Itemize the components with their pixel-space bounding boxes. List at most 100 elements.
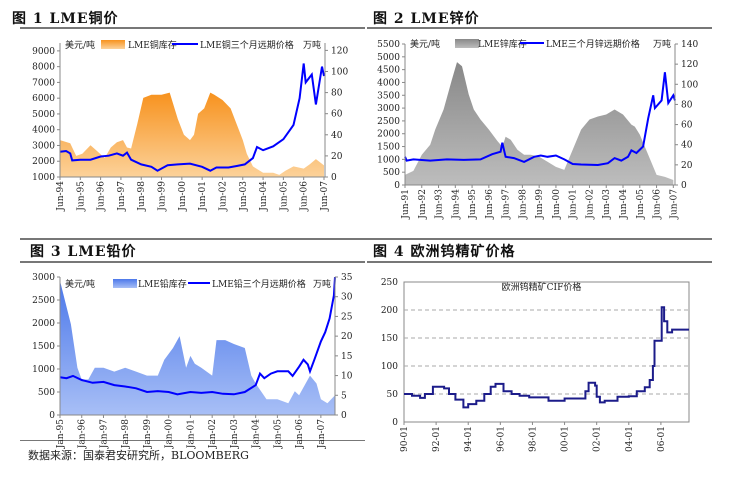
x-tick-label: Jun-99 (535, 189, 545, 220)
x-tick-label: Jun-97 (117, 181, 127, 212)
right-tick-label: 25 (341, 312, 353, 322)
right-tick-label: 20 (331, 152, 343, 162)
left-tick-label: 2000 (32, 319, 55, 329)
right-tick-label: 80 (681, 100, 693, 110)
figure-1-title: 图 1 LME铜价 (12, 11, 119, 27)
x-tick-label: Jun-06 (300, 181, 310, 212)
legend-label-price: LME铅三个月远期价格 (212, 278, 306, 290)
x-tick-label: 96-01 (496, 426, 506, 452)
x-tick-label: 98-01 (528, 426, 538, 452)
right-tick-label: 140 (681, 40, 698, 50)
x-tick-label: Jun-01 (569, 189, 579, 220)
legend-label-price: LME铜三个月远期价格 (200, 39, 294, 51)
data-source-footer: 数据来源：国泰君安研究所，BLOOMBERG (28, 449, 249, 462)
right-tick-label: 35 (341, 273, 353, 283)
x-tick-label: Jun-04 (619, 189, 629, 220)
inventory-area (60, 280, 335, 415)
footer-divider (20, 440, 365, 441)
x-tick-label: 90-01 (400, 426, 410, 452)
divider (20, 261, 365, 263)
x-tick-label: 92-01 (432, 426, 442, 452)
figure-4-title: 图 4 欧洲钨精矿价格 (373, 244, 516, 260)
right-tick-label: 0 (341, 411, 347, 421)
left-tick-label: 4000 (377, 78, 400, 88)
x-tick-label: Jun-02 (585, 189, 595, 220)
legend-area-swatch (455, 39, 479, 48)
y-tick-label: 0 (392, 418, 398, 428)
x-tick-label: Jun-07 (669, 189, 679, 220)
legend-label-price: LME三个月锌远期价格 (546, 38, 640, 50)
left-tick-label: 1000 (32, 365, 55, 375)
tungsten-price-line (404, 306, 689, 409)
right-tick-label: 20 (681, 161, 693, 171)
left-tick-label: 4500 (377, 66, 400, 76)
inventory-area (60, 92, 324, 177)
left-tick-label: 3000 (32, 141, 55, 151)
y-tick-label: 250 (381, 278, 398, 288)
left-tick-label: 2000 (32, 157, 55, 167)
x-tick-label: 04-01 (625, 426, 635, 452)
right-tick-label: 100 (681, 80, 698, 90)
y-tick-label: 50 (387, 390, 399, 400)
x-tick-label: 02-01 (593, 426, 603, 452)
right-tick-label: 20 (341, 332, 353, 342)
right-unit-label: 万吨 (653, 38, 671, 50)
left-tick-label: 3500 (377, 91, 400, 101)
chart-title: 欧洲钨精矿CIF价格 (502, 281, 582, 293)
x-tick-label: Jun-05 (279, 181, 289, 212)
left-tick-label: 2500 (377, 117, 400, 127)
right-tick-label: 60 (331, 110, 343, 120)
left-tick-label: 2500 (32, 296, 55, 306)
x-tick-label: Jun-07 (320, 181, 330, 212)
x-tick-label: Jun-06 (653, 189, 663, 220)
left-tick-label: 6000 (32, 94, 55, 104)
x-tick-label: Jun-97 (502, 189, 512, 220)
x-tick-label: Jun-96 (485, 189, 495, 220)
x-tick-label: Jun-03 (602, 189, 612, 220)
right-tick-label: 80 (331, 89, 343, 99)
x-tick-label: Jun-93 (435, 189, 445, 220)
left-tick-label: 3000 (377, 104, 400, 114)
price-line (59, 276, 336, 396)
x-tick-label: Jun-00 (178, 181, 188, 212)
x-tick-label: Jan-98 (121, 419, 131, 450)
x-tick-label: Jun-96 (97, 181, 107, 212)
divider (367, 261, 712, 263)
left-tick-label: 1000 (377, 155, 400, 165)
x-tick-label: Jun-98 (137, 181, 147, 212)
right-unit-label: 万吨 (313, 278, 331, 290)
legend-label-inventory: LME铅库存 (138, 278, 187, 290)
x-tick-label: 94-01 (464, 426, 474, 452)
x-tick-label: Jun-05 (636, 189, 646, 220)
x-tick-label: Jun-04 (259, 181, 269, 212)
left-unit-label: 美元/吨 (65, 39, 95, 51)
figure-3-title: 图 3 LME铅价 (30, 244, 137, 260)
x-tick-label: Jun-94 (451, 189, 461, 220)
x-tick-label: Jun-03 (239, 181, 249, 212)
right-tick-label: 15 (341, 352, 353, 362)
divider (20, 238, 712, 240)
legend-area-swatch (101, 40, 125, 49)
left-tick-label: 5000 (32, 110, 55, 120)
right-tick-label: 120 (331, 46, 348, 56)
x-tick-label: Jun-02 (218, 181, 228, 212)
x-tick-label: Jan-04 (252, 419, 262, 450)
y-tick-label: 100 (381, 362, 398, 372)
left-tick-label: 1000 (32, 173, 55, 183)
x-tick-label: Jan-06 (295, 419, 305, 450)
left-unit-label: 美元/吨 (410, 38, 440, 50)
x-tick-label: Jun-95 (76, 181, 86, 212)
x-tick-label: Jan-95 (56, 419, 66, 450)
right-tick-label: 0 (331, 173, 337, 183)
legend-label-inventory: LME锌库存 (478, 38, 527, 50)
left-tick-label: 5000 (377, 53, 400, 63)
x-tick-label: Jan-99 (143, 419, 153, 450)
x-tick-label: Jun-94 (56, 181, 66, 212)
left-tick-label: 9000 (32, 47, 55, 57)
legend-label-inventory: LME铜库存 (128, 39, 177, 51)
x-tick-label: Jun-91 (401, 189, 411, 220)
y-tick-label: 150 (381, 334, 398, 344)
left-tick-label: 0 (49, 411, 55, 421)
left-tick-label: 1500 (377, 143, 400, 153)
